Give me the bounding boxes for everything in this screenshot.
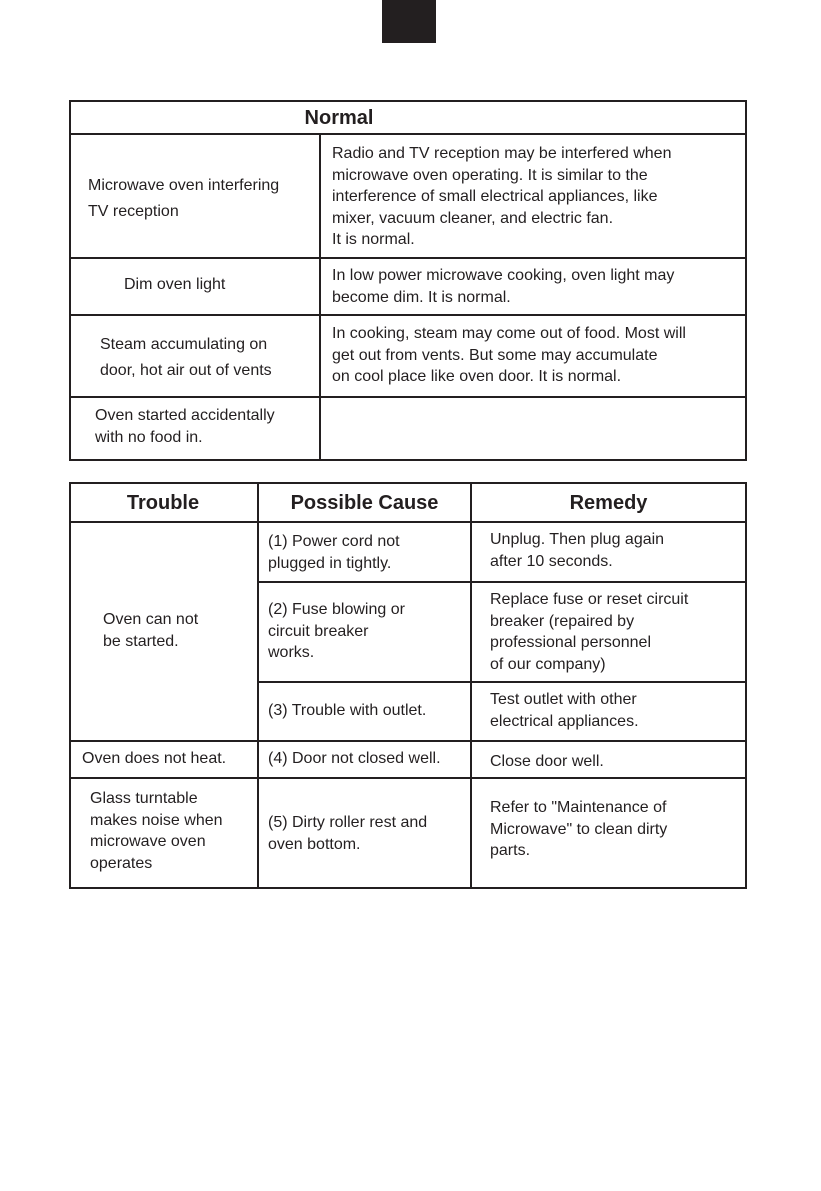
header-possible-cause: Possible Cause [290,492,439,514]
remedy-cell: Replace fuse or reset circuit breaker (r… [490,591,689,673]
header-remedy: Remedy [569,492,648,514]
remedy-cell: Refer to "Maintenance of Microwave" to c… [490,799,668,859]
trouble-cell: Oven can not be started. [103,611,199,650]
normal-situation: Microwave oven interfering TV reception [88,177,280,220]
normal-situation: Dim oven light [124,276,226,293]
normal-situation: Steam accumulating on door, hot air out … [100,336,272,379]
cause-cell: (1) Power cord not plugged in tightly. [268,533,400,572]
normal-explanation: In low power microwave cooking, oven lig… [332,267,675,306]
page-tab-marker [382,0,436,43]
header-trouble: Trouble [126,492,200,514]
normal-explanation: In cooking, steam may come out of food. … [332,325,686,385]
cause-cell: (4) Door not closed well. [268,750,441,767]
cause-cell: (3) Trouble with outlet. [268,702,427,719]
trouble-cell: Oven does not heat. [82,750,227,767]
cause-cell: (2) Fuse blowing or circuit breaker work… [268,601,405,661]
normal-table-title: Normal [304,107,374,129]
normal-situation: Oven started accidentally with no food i… [95,407,275,446]
normal-explanation: Radio and TV reception may be interfered… [332,145,672,248]
trouble-cell: Glass turntable makes noise when microwa… [90,790,223,872]
cause-cell: (5) Dirty roller rest and oven bottom. [268,814,428,853]
remedy-cell: Close door well. [490,753,604,770]
remedy-cell: Test outlet with other electrical applia… [490,691,639,730]
remedy-cell: Unplug. Then plug again after 10 seconds… [490,531,665,570]
